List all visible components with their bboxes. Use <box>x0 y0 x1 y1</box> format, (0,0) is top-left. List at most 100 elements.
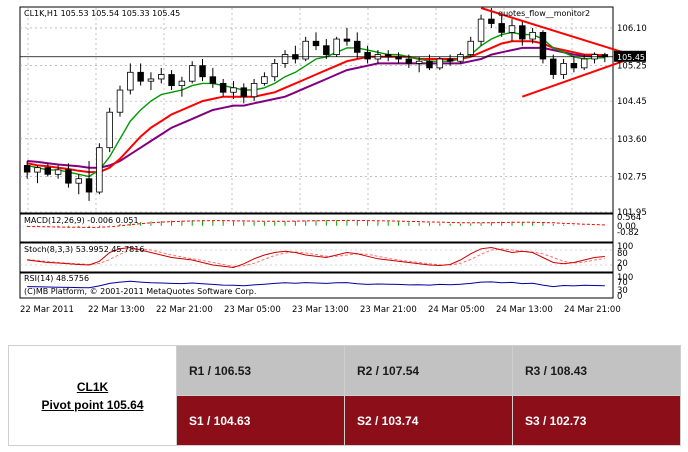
time-tick-label: 24 Mar 21:00 <box>564 305 621 315</box>
candle-49 <box>529 27 536 44</box>
symbol-title: CL1K <box>76 379 109 394</box>
candle-4 <box>65 163 72 188</box>
candle-15 <box>178 76 186 97</box>
candle-11 <box>137 63 144 86</box>
candle-body-41 <box>446 58 454 62</box>
candle-body-40 <box>436 58 444 69</box>
candle-body-38 <box>415 60 423 64</box>
candle-body-22 <box>250 82 258 98</box>
candle-7 <box>96 143 103 195</box>
candle-42 <box>457 52 464 64</box>
pivot-summary-cell: CL1K Pivot point 105.64 <box>8 345 177 446</box>
candle-body-29 <box>323 45 330 55</box>
candle-body-42 <box>457 54 464 62</box>
candle-body-19 <box>219 82 227 93</box>
candle-17 <box>199 59 206 82</box>
current-price-value: 105.45 <box>617 53 645 62</box>
candle-43 <box>467 36 474 57</box>
candle-body-9 <box>116 89 124 113</box>
symbol-header: CL1K,H1 105.53 105.54 105.33 105.45 <box>24 9 180 18</box>
candle-24 <box>271 59 278 82</box>
candle-29 <box>323 39 330 59</box>
rsi-tick-label: 30 <box>617 286 628 296</box>
candle-body-3 <box>54 169 62 175</box>
candle-body-49 <box>529 31 536 40</box>
stoch-tick-label: 0 <box>617 264 622 274</box>
time-tick-label: 24 Mar 05:00 <box>428 305 485 315</box>
candle-body-53 <box>570 63 578 69</box>
candle-body-45 <box>488 18 495 24</box>
candles <box>23 8 609 201</box>
rsi-tick-label: 0 <box>617 292 622 302</box>
candle-1 <box>34 165 41 184</box>
time-axis: 22 Mar 2011 22 Mar 13:00 22 Mar 21:00 23 Ma… <box>20 305 621 315</box>
candle-16 <box>188 61 196 84</box>
candle-body-20 <box>230 87 237 93</box>
candle-28 <box>312 32 320 51</box>
rsi-tick-label: 100 <box>617 273 633 283</box>
candle-12 <box>147 72 155 91</box>
candle-body-46 <box>498 23 505 33</box>
time-tick-label: 22 Mar 2011 <box>20 305 74 315</box>
macd-pane <box>19 213 614 243</box>
price-grid <box>20 8 613 213</box>
price-tick-label: 103.60 <box>617 135 647 145</box>
current-price-badge <box>614 50 646 62</box>
candle-body-17 <box>199 65 206 78</box>
price-tick-label: 104.45 <box>617 97 647 107</box>
rsi-label: RSI(14) 48.5756 <box>24 274 89 283</box>
candle-31 <box>343 27 351 46</box>
candle-body-32 <box>354 40 361 53</box>
candle-0 <box>23 161 31 179</box>
candle-body-28 <box>312 40 320 47</box>
candle-23 <box>261 72 268 86</box>
resistance-row: CL1K Pivot point 105.64 R1 / 106.53 R2 /… <box>8 345 681 446</box>
candle-body-7 <box>96 147 103 193</box>
candle-53 <box>570 56 578 73</box>
candle-body-10 <box>127 71 134 91</box>
candle-18 <box>209 67 217 88</box>
moving-averages <box>26 31 605 178</box>
lower-trendline <box>521 60 624 98</box>
candle-body-54 <box>580 58 588 69</box>
r3-cell: R3 / 108.43 <box>512 345 681 396</box>
time-tick-label: 22 Mar 13:00 <box>88 305 145 315</box>
candle-body-25 <box>281 54 289 64</box>
candle-body-15 <box>178 80 186 87</box>
candle-body-13 <box>158 74 165 80</box>
candle-body-50 <box>539 31 547 60</box>
stoch-tick-label: 80 <box>617 249 628 259</box>
price-tick-label: 106.10 <box>617 24 647 34</box>
ma-fast-line <box>27 31 605 178</box>
stoch-tick-label: 100 <box>617 242 633 252</box>
candle-40 <box>436 56 444 71</box>
time-tick-label: 23 Mar 05:00 <box>224 305 281 315</box>
candle-body-52 <box>560 63 567 75</box>
price-tick-label: 105.25 <box>617 62 647 72</box>
macd-tick-label: -0.82 <box>617 228 639 238</box>
candle-body-24 <box>271 63 278 78</box>
support-row: S1 / 104.63 S2 / 103.74 S3 / 102.73 <box>9 395 681 446</box>
candle-body-21 <box>240 87 248 98</box>
candle-body-44 <box>477 18 485 42</box>
time-tick-label: 23 Mar 21:00 <box>360 305 417 315</box>
stoch-main-line <box>27 246 605 269</box>
candle-body-16 <box>188 65 196 82</box>
candle-body-14 <box>168 74 175 87</box>
time-tick-label: 23 Mar 13:00 <box>292 305 349 315</box>
candle-body-31 <box>343 38 351 42</box>
macd-signal-line <box>27 219 605 229</box>
candle-body-8 <box>106 111 113 149</box>
candle-46 <box>498 14 505 37</box>
price-chart-panel: CL1K,H1 105.53 105.54 105.33 105.45 quot… <box>19 6 647 315</box>
candle-3 <box>54 165 62 179</box>
stochastic-series <box>20 246 613 269</box>
price-axis: 106.10 105.25 104.45 103.60 102.75 101.95 <box>617 24 647 218</box>
candle-33 <box>364 45 371 64</box>
price-tick-label: 102.75 <box>617 173 647 183</box>
candle-body-43 <box>467 40 474 55</box>
candle-20 <box>230 81 237 99</box>
candle-9 <box>116 85 124 117</box>
